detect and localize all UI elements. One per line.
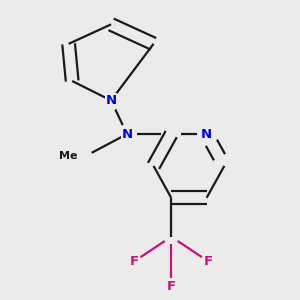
Text: F: F <box>204 255 213 268</box>
Text: N: N <box>201 128 212 141</box>
Text: N: N <box>106 94 117 107</box>
Text: Me: Me <box>59 152 77 161</box>
Text: F: F <box>167 280 176 293</box>
Text: N: N <box>122 128 133 141</box>
Text: F: F <box>130 255 139 268</box>
